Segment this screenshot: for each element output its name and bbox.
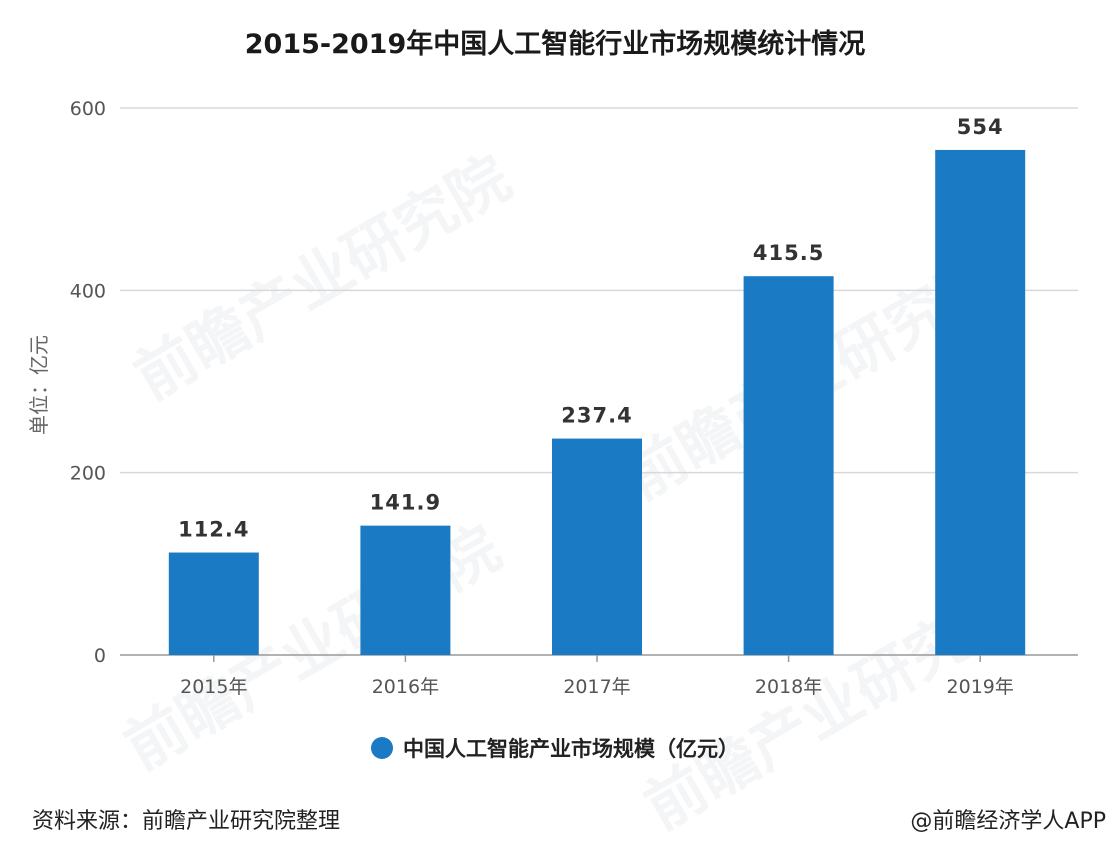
bar xyxy=(360,525,451,655)
brand-credit: @前瞻经济学人APP xyxy=(910,809,1106,834)
source-note: 资料来源：前瞻产业研究院整理 xyxy=(32,809,341,834)
y-tick-label: 0 xyxy=(94,645,106,667)
x-tick-label: 2016年 xyxy=(372,676,439,698)
bars xyxy=(168,149,1026,656)
data-label: 237.4 xyxy=(561,404,632,428)
legend: 中国人工智能产业市场规模（亿元） xyxy=(0,733,1110,763)
legend-swatch xyxy=(371,737,393,759)
y-axis-label: 单位：亿元 xyxy=(27,335,51,435)
x-tick-label: 2017年 xyxy=(563,676,630,698)
y-tick-label: 600 xyxy=(70,98,106,120)
legend-label: 中国人工智能产业市场规模（亿元） xyxy=(403,737,739,761)
data-label: 554 xyxy=(957,115,1004,139)
bar xyxy=(552,438,642,655)
data-label: 415.5 xyxy=(753,241,824,265)
chart-title: 2015-2019年中国人工智能行业市场规模统计情况 xyxy=(244,29,866,60)
bar xyxy=(168,552,259,655)
y-tick-label: 200 xyxy=(70,463,106,485)
x-tick-label: 2015年 xyxy=(180,676,247,698)
bar xyxy=(743,276,834,655)
data-labels: 112.4 141.9 237.4 415.5 554 xyxy=(178,115,1004,542)
data-label: 141.9 xyxy=(370,491,441,515)
axes: 0 200 400 600 2015年 2016年 2017年 2018年 2019年 xyxy=(70,98,1078,698)
x-tick-label: 2019年 xyxy=(947,676,1014,698)
x-tick-label: 2018年 xyxy=(755,676,822,698)
data-label: 112.4 xyxy=(178,518,249,542)
bar xyxy=(935,149,1026,656)
y-tick-label: 400 xyxy=(70,280,106,302)
